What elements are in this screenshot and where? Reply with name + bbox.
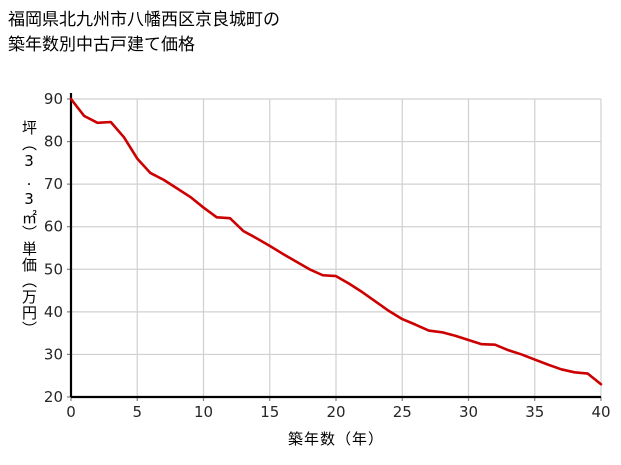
x-tick-label: 10 — [194, 403, 213, 421]
x-tick-label: 15 — [260, 403, 279, 421]
y-tick-label: 90 — [44, 90, 63, 108]
x-tick-label: 40 — [591, 403, 610, 421]
x-tick-labels: 0 5 10 15 20 25 30 35 40 — [66, 403, 610, 421]
tick-marks — [67, 98, 602, 401]
x-axis-label: 築年数（年） — [287, 430, 384, 448]
y-tick-label: 20 — [44, 388, 63, 406]
y-axis-label: 坪（3.3㎡）単価（万円） — [20, 120, 38, 337]
y-tick-labels: 20 30 40 50 60 70 80 90 — [44, 90, 63, 406]
x-tick-label: 35 — [525, 403, 544, 421]
x-tick-label: 0 — [66, 403, 76, 421]
y-tick-label: 40 — [44, 303, 63, 321]
data-series-line — [69, 97, 603, 386]
chart-title: 福岡県北九州市八幡西区京良城町の 築年数別中古戸建て価格 — [8, 10, 280, 55]
y-tick-label: 50 — [44, 260, 63, 278]
x-tick-label: 30 — [459, 403, 478, 421]
y-tick-label: 70 — [44, 175, 63, 193]
y-tick-label: 80 — [44, 133, 63, 151]
x-tick-label: 20 — [326, 403, 345, 421]
x-tick-label: 25 — [393, 403, 412, 421]
gridlines — [70, 98, 602, 398]
y-tick-label: 60 — [44, 218, 63, 236]
y-tick-label: 30 — [44, 345, 63, 363]
x-tick-label: 5 — [132, 403, 142, 421]
axis-spines — [69, 93, 601, 399]
